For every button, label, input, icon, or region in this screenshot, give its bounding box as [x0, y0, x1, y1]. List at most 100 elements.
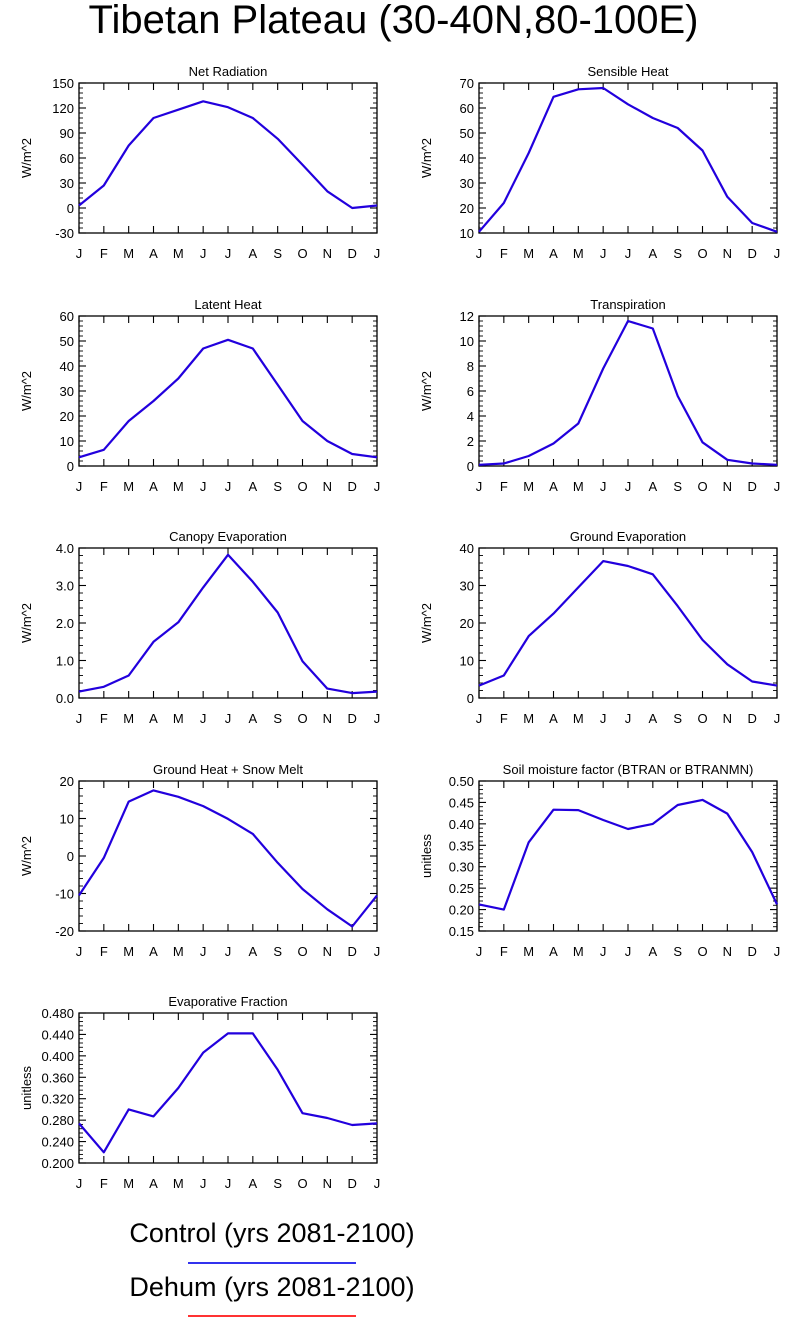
- y-tick-label: 20: [460, 616, 474, 631]
- x-tick-label: M: [123, 944, 134, 959]
- x-tick-label: M: [523, 246, 534, 261]
- x-tick-label: J: [76, 1176, 83, 1191]
- y-tick-label: 0.280: [41, 1113, 74, 1128]
- x-tick-label: D: [347, 1176, 356, 1191]
- y-tick-label: 4: [467, 409, 474, 424]
- y-tick-label: 0.35: [449, 838, 474, 853]
- x-tick-label: M: [173, 1176, 184, 1191]
- x-tick-label: D: [347, 246, 356, 261]
- page-title: Tibetan Plateau (30-40N,80-100E): [88, 0, 699, 42]
- x-tick-label: M: [573, 246, 584, 261]
- x-tick-label: A: [648, 479, 657, 494]
- y-tick-label: 10: [460, 334, 474, 349]
- x-tick-label: D: [747, 246, 756, 261]
- x-tick-label: J: [774, 944, 781, 959]
- x-tick-label: A: [149, 711, 158, 726]
- series-line-1: [78, 338, 378, 459]
- x-tick-label: J: [774, 711, 781, 726]
- chart-title: Ground Evaporation: [570, 529, 686, 544]
- y-axis-label: W/m^2: [19, 138, 34, 178]
- x-tick-label: D: [347, 479, 356, 494]
- x-tick-label: M: [523, 944, 534, 959]
- y-axis-label: unitless: [419, 833, 434, 878]
- chart-title: Transpiration: [590, 297, 665, 312]
- x-tick-label: J: [600, 711, 607, 726]
- y-tick-label: 0.200: [41, 1156, 74, 1171]
- series-line-1: [478, 559, 778, 687]
- y-tick-label: 60: [60, 151, 74, 166]
- y-tick-label: 3.0: [56, 579, 74, 594]
- x-tick-label: D: [347, 944, 356, 959]
- x-tick-label: M: [123, 246, 134, 261]
- x-tick-label: J: [200, 944, 207, 959]
- y-tick-label: -30: [55, 226, 74, 241]
- y-tick-label: 0.45: [449, 795, 474, 810]
- chart-panel-8: Soil moisture factor (BTRAN or BTRANMN) 0…: [419, 762, 780, 959]
- x-tick-label: F: [500, 246, 508, 261]
- x-tick-label: D: [747, 944, 756, 959]
- y-tick-label: 0.320: [41, 1092, 74, 1107]
- x-tick-label: J: [600, 246, 607, 261]
- x-tick-label: S: [273, 246, 282, 261]
- x-tick-label: O: [697, 479, 707, 494]
- y-axis-label: W/m^2: [419, 603, 434, 643]
- x-tick-label: J: [476, 479, 483, 494]
- y-tick-label: 60: [60, 309, 74, 324]
- y-tick-label: 0.30: [449, 860, 474, 875]
- x-tick-label: J: [600, 479, 607, 494]
- y-tick-label: 0.25: [449, 881, 474, 896]
- plot-frame: [78, 82, 378, 234]
- y-tick-label: 120: [52, 101, 74, 116]
- y-tick-label: 40: [60, 359, 74, 374]
- y-tick-label: 20: [60, 409, 74, 424]
- x-tick-label: M: [573, 479, 584, 494]
- x-tick-label: J: [200, 246, 207, 261]
- y-tick-label: 0.480: [41, 1006, 74, 1021]
- y-tick-label: 150: [52, 76, 74, 91]
- x-tick-label: J: [374, 944, 381, 959]
- x-tick-label: F: [100, 1176, 108, 1191]
- series-line-1: [478, 798, 778, 911]
- x-tick-label: N: [323, 711, 332, 726]
- y-axis-label: W/m^2: [419, 371, 434, 411]
- y-axis-label: W/m^2: [19, 371, 34, 411]
- x-tick-label: F: [100, 479, 108, 494]
- chart-title: Net Radiation: [189, 64, 268, 79]
- x-tick-label: N: [323, 246, 332, 261]
- series-line-1: [78, 1032, 378, 1154]
- plot-frame: [78, 780, 378, 932]
- y-tick-label: 0: [67, 849, 74, 864]
- x-tick-label: A: [248, 1176, 257, 1191]
- x-tick-label: J: [600, 944, 607, 959]
- x-tick-label: J: [200, 479, 207, 494]
- x-tick-label: A: [549, 944, 558, 959]
- x-tick-label: N: [723, 711, 732, 726]
- x-tick-label: M: [523, 711, 534, 726]
- y-tick-label: 0: [467, 459, 474, 474]
- chart-panel-9: Evaporative Fraction 0.200 0.240 0.280 0.320…: [19, 994, 380, 1191]
- x-tick-label: S: [673, 246, 682, 261]
- x-tick-label: J: [625, 246, 632, 261]
- x-tick-label: O: [297, 246, 307, 261]
- y-tick-label: 0.360: [41, 1070, 74, 1085]
- legend-line-control: [188, 1262, 356, 1264]
- series-line-1: [78, 100, 378, 210]
- x-tick-label: N: [323, 1176, 332, 1191]
- x-tick-label: J: [374, 246, 381, 261]
- y-tick-label: 10: [60, 812, 74, 827]
- legend-label-dehum: Dehum (yrs 2081-2100): [129, 1272, 415, 1302]
- x-tick-label: O: [297, 711, 307, 726]
- y-tick-label: 0.15: [449, 924, 474, 939]
- x-tick-label: J: [774, 479, 781, 494]
- y-tick-label: 12: [460, 309, 474, 324]
- x-tick-label: F: [100, 711, 108, 726]
- x-tick-label: M: [173, 479, 184, 494]
- x-tick-label: J: [374, 711, 381, 726]
- series-line-1: [78, 553, 378, 695]
- x-tick-label: J: [625, 711, 632, 726]
- x-tick-label: J: [476, 944, 483, 959]
- x-tick-label: J: [374, 479, 381, 494]
- x-tick-label: S: [273, 479, 282, 494]
- x-tick-label: O: [697, 944, 707, 959]
- x-tick-label: N: [323, 479, 332, 494]
